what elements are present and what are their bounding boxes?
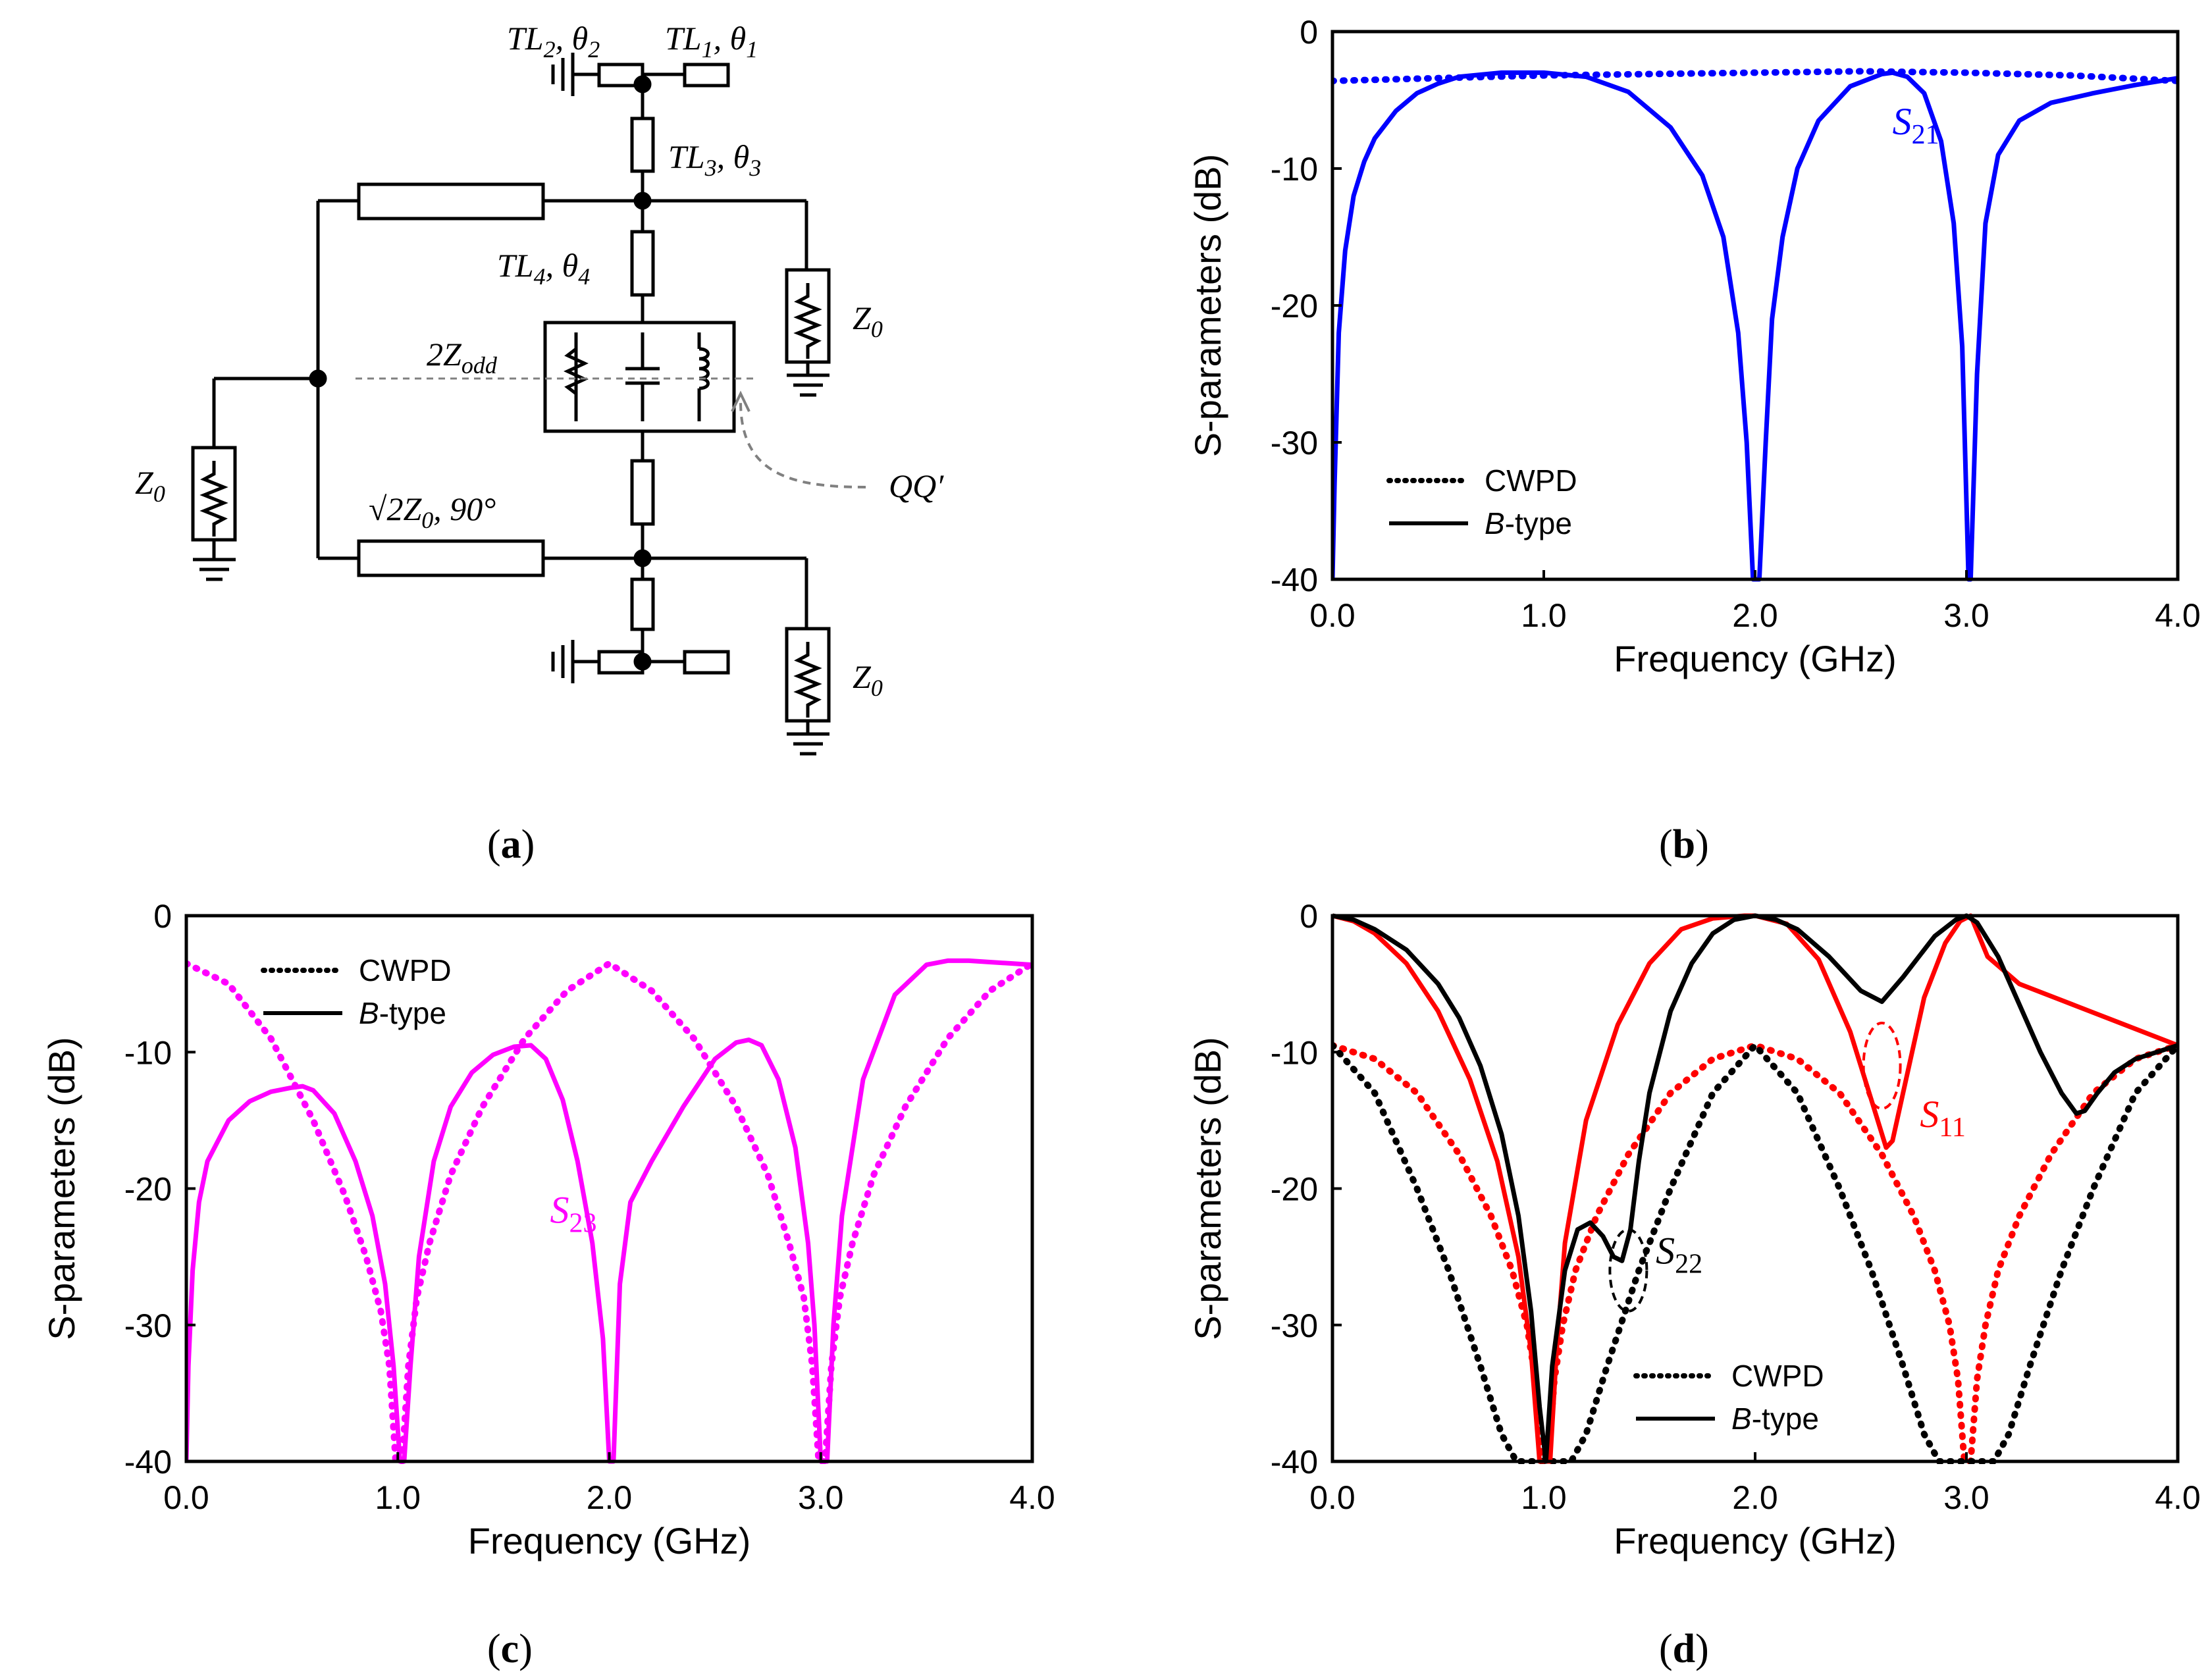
x-axis-label: Frequency (GHz) (1614, 1520, 1896, 1561)
y-tick-label: -30 (124, 1307, 172, 1344)
tl2-label: TL (507, 20, 544, 57)
lower-tl-box-2 (630, 577, 655, 631)
x-tick-label: 4.0 (1009, 1479, 1055, 1516)
qq-label: QQ′ (889, 467, 944, 504)
zodd-label: 2Z (427, 336, 462, 373)
x-tick-label: 4.0 (2155, 1479, 2201, 1516)
series-group (186, 958, 1032, 1464)
x-tick-label: 3.0 (1943, 1479, 1989, 1516)
bottom-stub-box-right (683, 650, 730, 675)
svg-text:Z0: Z0 (853, 658, 883, 701)
y-tick-label: 0 (1300, 898, 1318, 935)
svg-text:TL3, θ3: TL3, θ3 (668, 138, 761, 181)
y-tick-label: 0 (153, 898, 172, 935)
y-tick-label: -10 (1271, 1034, 1318, 1071)
tl4-box (630, 230, 655, 297)
svg-text:Z0: Z0 (853, 300, 883, 342)
series-line-s21-b-type (1332, 70, 2178, 582)
sqrt2-z0-top-line (357, 182, 545, 221)
legend-label: B-type (1485, 506, 1572, 540)
panel-label-b: (b) (1659, 822, 1709, 867)
x-tick-label: 2.0 (1732, 597, 1778, 634)
x-tick-label: 2.0 (1732, 1479, 1778, 1516)
series-line-s23-b-type (186, 958, 1032, 1464)
tl4-label: TL (497, 247, 534, 284)
x-tick-label: 3.0 (1943, 597, 1989, 634)
panel-labels: (a) (b) (c) (d) (487, 822, 1709, 1671)
tl1-label: TL (665, 20, 702, 57)
x-tick-label: 1.0 (1521, 597, 1567, 634)
x-tick-label: 0.0 (1309, 1479, 1356, 1516)
svg-text:√2Z0, 90°: √2Z0, 90° (369, 490, 496, 533)
plot-frame (1330, 30, 2180, 581)
series-line-s11-cwpd (1332, 1041, 2178, 1464)
legend-label: CWPD (1485, 463, 1577, 498)
panel-label-c: (c) (487, 1627, 533, 1671)
series-group (1332, 68, 2178, 582)
x-tick-label: 3.0 (798, 1479, 844, 1516)
qq-arrow (739, 401, 866, 488)
y-tick-label: -20 (1271, 1171, 1318, 1208)
svg-text:2Zodd: 2Zodd (427, 336, 498, 379)
y-tick-label: -40 (124, 1444, 172, 1481)
y-tick-label: -30 (1271, 1307, 1318, 1344)
tl3-box (630, 117, 655, 173)
x-tick-label: 1.0 (375, 1479, 421, 1516)
series-annotation: S21 (1893, 100, 1939, 150)
y-tick-label: -30 (1271, 425, 1318, 461)
y-tick-label: -20 (124, 1171, 172, 1208)
sqrt2-z0-bottom-line (357, 539, 545, 577)
series-group (1332, 913, 2178, 1464)
x-axis-label: Frequency (GHz) (468, 1520, 750, 1561)
series-annotation: S23 (550, 1188, 597, 1238)
series-annotation: S11 (1920, 1093, 1965, 1143)
series-line-s23-cwpd (186, 960, 1032, 1464)
panel-label-a: (a) (487, 822, 535, 867)
y-tick-label: 0 (1300, 14, 1318, 51)
y-tick-label: -40 (1271, 1444, 1318, 1481)
svg-text:TL1, θ1: TL1, θ1 (665, 20, 758, 63)
legend-label: CWPD (359, 953, 452, 987)
panel-label-d: (d) (1659, 1627, 1709, 1671)
chart-s11-s22: 0.0 1.0 2.0 3.0 4.0 0 -10 -20 -30 -40 Frequency (G… (1187, 898, 2201, 1561)
z0-label-bottom-right: Z (853, 658, 872, 695)
series-line-s11-b-type (1332, 913, 2178, 1464)
legend-label: B-type (359, 996, 446, 1030)
x-tick-label: 4.0 (2155, 597, 2201, 634)
s11-highlight-ellipse (1862, 1021, 1902, 1110)
svg-text:TL4, θ4: TL4, θ4 (497, 247, 590, 290)
x-tick-label: 0.0 (163, 1479, 209, 1516)
x-tick-label: 2.0 (587, 1479, 633, 1516)
svg-text:TL2, θ2: TL2, θ2 (507, 20, 600, 63)
legend-label: B-type (1731, 1402, 1819, 1436)
y-tick-label: -20 (1271, 288, 1318, 325)
plot-frame (184, 914, 1034, 1463)
y-tick-label: -10 (124, 1034, 172, 1071)
tl3-label: TL (668, 138, 705, 175)
y-axis-label: S-parameters (dB) (1187, 1037, 1228, 1340)
zodd-box (543, 321, 736, 433)
series-annotation: S22 (1656, 1229, 1702, 1279)
y-axis-label: S-parameters (dB) (1187, 154, 1228, 458)
z0-label-left: Z (135, 464, 154, 501)
y-tick-label: -40 (1271, 562, 1318, 598)
x-tick-label: 1.0 (1521, 1479, 1567, 1516)
x-tick-label: 0.0 (1309, 597, 1356, 634)
svg-text:Z0: Z0 (135, 464, 165, 507)
legend-label: CWPD (1731, 1359, 1824, 1393)
series-line-s22-b-type (1332, 913, 2178, 1464)
series-line-s22-cwpd (1332, 1041, 2178, 1464)
lower-tl-box (630, 459, 655, 526)
x-axis-label: Frequency (GHz) (1614, 638, 1896, 679)
sqrt2-z0-label: √2Z (369, 490, 422, 527)
y-tick-label: -10 (1271, 151, 1318, 188)
y-axis-label: S-parameters (dB) (41, 1037, 82, 1340)
chart-s23: 0.0 1.0 2.0 3.0 4.0 0 -10 -20 -30 -40 Frequency (G… (41, 898, 1055, 1561)
z0-label-top-right: Z (853, 300, 872, 336)
tl1-stub-box (683, 63, 730, 88)
s22-highlight-ellipse (1608, 1228, 1648, 1313)
chart-s21: 0.0 1.0 2.0 3.0 4.0 0 -10 -20 -30 -40 Frequency (G… (1187, 14, 2201, 679)
circuit-schematic: TL2, θ2 TL1, θ1 TL3, θ3 TL4, θ4 2Zodd Z0… (135, 20, 944, 756)
